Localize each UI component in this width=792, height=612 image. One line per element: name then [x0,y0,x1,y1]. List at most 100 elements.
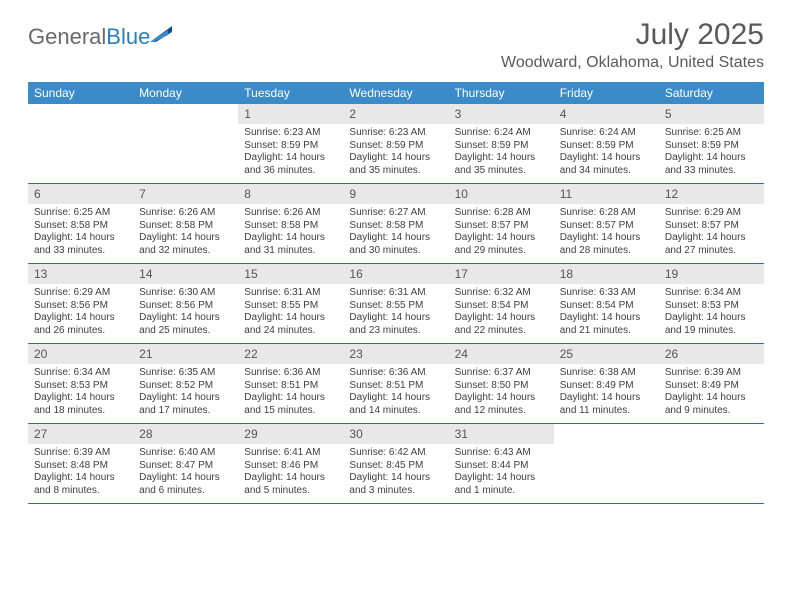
day-line: Sunrise: 6:24 AM [560,127,653,140]
day-body: Sunrise: 6:31 AMSunset: 8:55 PMDaylight:… [238,284,343,343]
day-body: Sunrise: 6:43 AMSunset: 8:44 PMDaylight:… [449,444,554,503]
day-number: 4 [554,104,659,124]
day-number: 16 [343,264,448,284]
calendar-day-cell: 11Sunrise: 6:28 AMSunset: 8:57 PMDayligh… [554,184,659,264]
day-line: Sunset: 8:58 PM [34,220,127,233]
day-line: Daylight: 14 hours and 6 minutes. [139,472,232,497]
day-line: Sunset: 8:44 PM [455,460,548,473]
day-number: 18 [554,264,659,284]
day-number: 20 [28,344,133,364]
day-line: Sunrise: 6:24 AM [455,127,548,140]
day-number: 5 [659,104,764,124]
day-number: 7 [133,184,238,204]
day-body: Sunrise: 6:27 AMSunset: 8:58 PMDaylight:… [343,204,448,263]
day-body: Sunrise: 6:25 AMSunset: 8:58 PMDaylight:… [28,204,133,263]
day-number: 26 [659,344,764,364]
day-body [659,444,764,496]
calendar-day-cell: 21Sunrise: 6:35 AMSunset: 8:52 PMDayligh… [133,344,238,424]
day-line: Sunset: 8:57 PM [665,220,758,233]
day-number: 2 [343,104,448,124]
day-body [554,444,659,496]
calendar-day-cell: 15Sunrise: 6:31 AMSunset: 8:55 PMDayligh… [238,264,343,344]
calendar-day-cell [133,104,238,184]
calendar-day-cell: 18Sunrise: 6:33 AMSunset: 8:54 PMDayligh… [554,264,659,344]
day-line: Daylight: 14 hours and 27 minutes. [665,232,758,257]
weekday-header: Monday [133,82,238,104]
day-line: Sunset: 8:56 PM [34,300,127,313]
day-number: 30 [343,424,448,444]
day-line: Sunrise: 6:37 AM [455,367,548,380]
weekday-header: Friday [554,82,659,104]
calendar-day-cell: 29Sunrise: 6:41 AMSunset: 8:46 PMDayligh… [238,424,343,504]
calendar-week-row: 1Sunrise: 6:23 AMSunset: 8:59 PMDaylight… [28,104,764,184]
calendar-day-cell: 31Sunrise: 6:43 AMSunset: 8:44 PMDayligh… [449,424,554,504]
day-number: 23 [343,344,448,364]
calendar-week-row: 27Sunrise: 6:39 AMSunset: 8:48 PMDayligh… [28,424,764,504]
calendar-week-row: 6Sunrise: 6:25 AMSunset: 8:58 PMDaylight… [28,184,764,264]
day-line: Daylight: 14 hours and 19 minutes. [665,312,758,337]
day-body: Sunrise: 6:41 AMSunset: 8:46 PMDaylight:… [238,444,343,503]
calendar-day-cell [28,104,133,184]
day-line: Sunset: 8:51 PM [349,380,442,393]
day-line: Sunset: 8:52 PM [139,380,232,393]
day-line: Daylight: 14 hours and 26 minutes. [34,312,127,337]
day-line: Sunrise: 6:31 AM [244,287,337,300]
calendar-day-cell: 7Sunrise: 6:26 AMSunset: 8:58 PMDaylight… [133,184,238,264]
day-line: Sunrise: 6:23 AM [244,127,337,140]
day-body: Sunrise: 6:23 AMSunset: 8:59 PMDaylight:… [343,124,448,183]
day-number: 25 [554,344,659,364]
calendar-day-cell: 22Sunrise: 6:36 AMSunset: 8:51 PMDayligh… [238,344,343,424]
day-number: 21 [133,344,238,364]
day-line: Daylight: 14 hours and 8 minutes. [34,472,127,497]
day-line: Sunrise: 6:34 AM [34,367,127,380]
weekday-header: Sunday [28,82,133,104]
day-body: Sunrise: 6:31 AMSunset: 8:55 PMDaylight:… [343,284,448,343]
logo: GeneralBlue [28,18,172,50]
day-number [133,104,238,124]
day-line: Sunset: 8:54 PM [560,300,653,313]
day-line: Sunrise: 6:41 AM [244,447,337,460]
calendar-day-cell: 26Sunrise: 6:39 AMSunset: 8:49 PMDayligh… [659,344,764,424]
calendar-week-row: 20Sunrise: 6:34 AMSunset: 8:53 PMDayligh… [28,344,764,424]
day-number: 31 [449,424,554,444]
day-number: 6 [28,184,133,204]
flag-icon [150,26,172,42]
day-line: Sunrise: 6:39 AM [34,447,127,460]
day-line: Sunrise: 6:31 AM [349,287,442,300]
day-line: Sunset: 8:55 PM [244,300,337,313]
day-line: Sunrise: 6:43 AM [455,447,548,460]
calendar-day-cell: 25Sunrise: 6:38 AMSunset: 8:49 PMDayligh… [554,344,659,424]
calendar-day-cell: 1Sunrise: 6:23 AMSunset: 8:59 PMDaylight… [238,104,343,184]
calendar-day-cell: 19Sunrise: 6:34 AMSunset: 8:53 PMDayligh… [659,264,764,344]
day-line: Sunset: 8:59 PM [244,140,337,153]
day-line: Sunset: 8:46 PM [244,460,337,473]
calendar-day-cell: 28Sunrise: 6:40 AMSunset: 8:47 PMDayligh… [133,424,238,504]
day-line: Sunset: 8:56 PM [139,300,232,313]
day-line: Sunrise: 6:39 AM [665,367,758,380]
day-number: 11 [554,184,659,204]
day-line: Sunset: 8:49 PM [665,380,758,393]
day-line: Daylight: 14 hours and 3 minutes. [349,472,442,497]
calendar-day-cell: 2Sunrise: 6:23 AMSunset: 8:59 PMDaylight… [343,104,448,184]
day-line: Daylight: 14 hours and 15 minutes. [244,392,337,417]
day-line: Sunrise: 6:36 AM [244,367,337,380]
day-body: Sunrise: 6:40 AMSunset: 8:47 PMDaylight:… [133,444,238,503]
calendar-day-cell: 30Sunrise: 6:42 AMSunset: 8:45 PMDayligh… [343,424,448,504]
day-line: Daylight: 14 hours and 28 minutes. [560,232,653,257]
day-number: 15 [238,264,343,284]
day-number: 12 [659,184,764,204]
day-line: Sunrise: 6:42 AM [349,447,442,460]
day-body: Sunrise: 6:26 AMSunset: 8:58 PMDaylight:… [133,204,238,263]
day-line: Daylight: 14 hours and 24 minutes. [244,312,337,337]
day-line: Daylight: 14 hours and 35 minutes. [455,152,548,177]
day-line: Sunset: 8:51 PM [244,380,337,393]
calendar-day-cell: 14Sunrise: 6:30 AMSunset: 8:56 PMDayligh… [133,264,238,344]
day-line: Daylight: 14 hours and 14 minutes. [349,392,442,417]
weekday-header: Wednesday [343,82,448,104]
day-line: Sunset: 8:55 PM [349,300,442,313]
day-line: Sunrise: 6:32 AM [455,287,548,300]
day-line: Sunrise: 6:30 AM [139,287,232,300]
day-body: Sunrise: 6:32 AMSunset: 8:54 PMDaylight:… [449,284,554,343]
day-line: Daylight: 14 hours and 36 minutes. [244,152,337,177]
day-line: Sunrise: 6:26 AM [244,207,337,220]
